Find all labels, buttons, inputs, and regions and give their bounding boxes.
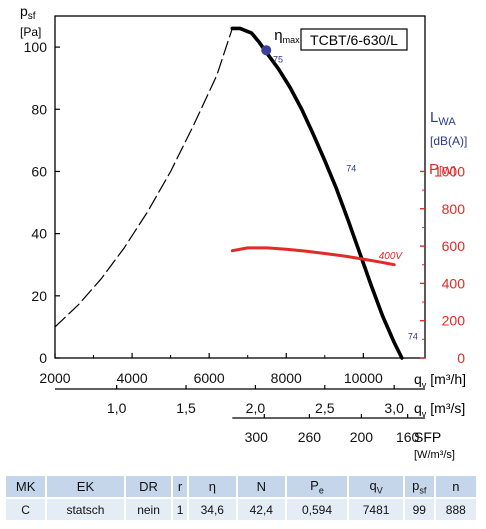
m3s-tick-label: 3,0 [384,400,404,416]
sfp-tick-label: 260 [298,429,322,445]
sfp-axis-label: SFP [414,429,441,445]
sfp-tick-label: 300 [245,429,269,445]
value-qv: 7481 [349,499,403,520]
header-qv: qV [349,476,403,497]
y-tick-label: 40 [31,226,47,242]
value-eta: 34,6 [188,499,236,520]
m3s-tick-label: 1,5 [176,400,196,416]
unstable-region-curve [54,27,233,328]
spec-table-value-row: C statsch nein 1 34,6 42,4 0,594 7481 99… [6,499,476,520]
spec-table-header-row: MK EK DR r η N Pe qV psf n [6,476,476,497]
m3s-tick-label: 1,0 [107,400,127,416]
value-ek: statsch [47,499,124,520]
y-axis-unit: [Pa] [20,25,41,39]
y-tick-label: 20 [31,288,47,304]
y-tick-label: 60 [31,163,47,179]
plot-frame [54,15,426,359]
value-pe: 0,594 [286,499,348,520]
value-r: 1 [173,499,187,520]
y-tick-label: 100 [24,39,48,55]
value-mk: C [6,499,46,520]
sfp-tick-label: 200 [350,429,374,445]
x-tick-label: 4000 [117,370,148,386]
power-axis-label: P[W] [429,161,456,178]
eta-max-point [261,45,272,56]
m3s-tick-label: 2,0 [246,400,266,416]
fan-performance-chart: TCBT/6-630/L psf [Pa] LWA [dB(A)] P[W] 0… [20,3,467,461]
sound-level-label: 74 [408,331,418,341]
y-tick-label: 80 [31,101,47,117]
power-tick-label: 800 [442,201,466,217]
sfp-axis-unit: [W/m³/s] [414,449,455,461]
power-curve-label: 400V [379,251,404,262]
sound-level-label: 74 [346,163,356,173]
header-n-speed: n [435,476,476,497]
x-axis-m3h-label: qv [m³/h] [414,371,466,390]
model-label: TCBT/6-630/L [310,32,398,48]
fan-curve [230,26,404,360]
x-tick-label: 2000 [39,370,70,386]
x-axis-m3s-label: qv [m³/s] [414,400,465,419]
header-mk: MK [6,476,46,497]
power-tick-label: 400 [442,275,466,291]
sound-axis-label: LWA [430,109,456,128]
spec-table: MK EK DR r η N Pe qV psf n C statsch nei… [4,474,478,522]
power-curve [230,246,396,267]
value-n-speed: 888 [435,499,476,520]
header-eta: η [188,476,236,497]
header-ek: EK [47,476,124,497]
m3s-tick-label: 2,5 [315,400,335,416]
y-axis-symbol: psf [20,3,36,22]
header-psf: psf [404,476,434,497]
value-n-power: 42,4 [237,499,285,520]
header-n-power: N [237,476,285,497]
power-tick-label: 0 [457,350,465,366]
sound-axis-unit: [dB(A)] [430,134,467,148]
header-pe: Pe [286,476,348,497]
x-tick-label: 6000 [194,370,225,386]
power-tick-label: 600 [442,238,466,254]
x-tick-label: 8000 [271,370,302,386]
power-tick-label: 200 [442,313,466,329]
y-tick-label: 0 [39,350,47,366]
header-dr: DR [125,476,172,497]
sfp-tick-label: 160 [396,429,420,445]
x-tick-label: 10000 [344,370,383,386]
sound-level-label: 75 [273,55,283,65]
header-r: r [173,476,187,497]
model-label-box [300,28,408,51]
value-psf: 99 [404,499,434,520]
power-tick-label: 1000 [434,163,465,179]
value-dr: nein [125,499,172,520]
eta-max-label: ηmax [274,27,300,45]
